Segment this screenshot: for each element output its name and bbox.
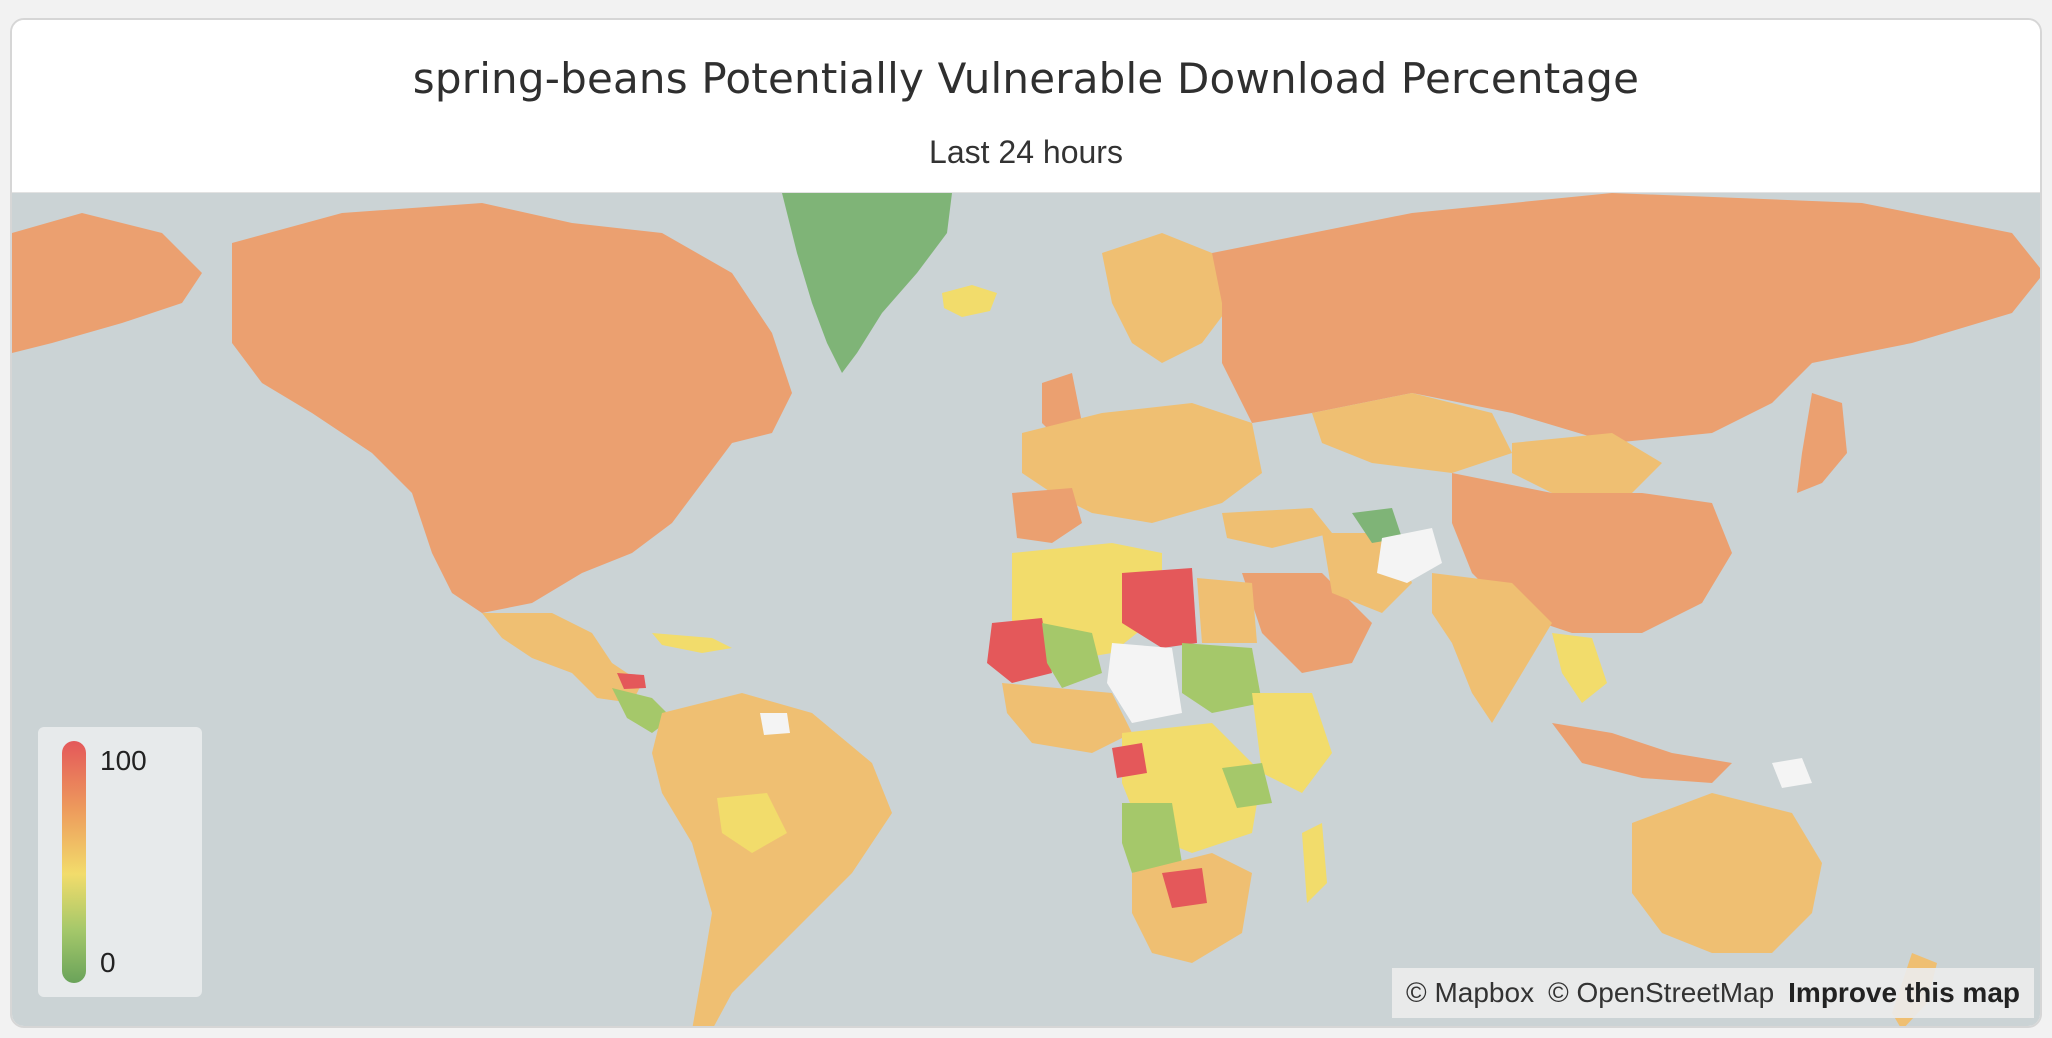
region-greenland[interactable]: [782, 193, 952, 373]
region-japan[interactable]: [1797, 393, 1847, 493]
region-iceland[interactable]: [942, 285, 997, 317]
panel-title: spring-beans Potentially Vulnerable Down…: [412, 54, 1640, 103]
region-east-africa[interactable]: [1252, 693, 1332, 793]
region-angola[interactable]: [1122, 803, 1182, 873]
region-iberia[interactable]: [1012, 488, 1082, 543]
map-attribution: © Mapbox © OpenStreetMap Improve this ma…: [1392, 968, 2034, 1018]
region-north-america[interactable]: [232, 203, 792, 613]
region-western-europe[interactable]: [1022, 403, 1262, 523]
region-egypt[interactable]: [1197, 578, 1257, 643]
region-botswana[interactable]: [1162, 868, 1207, 908]
color-scale-bar: [62, 741, 86, 983]
region-mexico[interactable]: [482, 613, 642, 703]
legend-min-label: 0: [100, 947, 116, 978]
region-alaska[interactable]: [12, 213, 202, 353]
region-libya[interactable]: [1122, 568, 1197, 648]
region-honduras[interactable]: [617, 673, 646, 689]
region-niger-chad[interactable]: [1107, 643, 1182, 723]
map-canvas[interactable]: [12, 193, 2042, 1028]
region-mauritania[interactable]: [987, 618, 1052, 683]
region-madagascar[interactable]: [1302, 823, 1327, 903]
region-tanzania[interactable]: [1222, 763, 1272, 808]
region-papua[interactable]: [1772, 758, 1812, 788]
region-french-guiana[interactable]: [760, 713, 790, 735]
region-southern-africa[interactable]: [1132, 853, 1252, 963]
panel-subtitle: Last 24 hours: [929, 134, 1123, 170]
region-arabia[interactable]: [1242, 573, 1372, 673]
region-west-africa[interactable]: [1002, 683, 1132, 753]
world-choropleth-map[interactable]: 100 0 © Mapbox © OpenStreetMap Improve t…: [12, 193, 2042, 1028]
region-central-america[interactable]: [612, 688, 672, 733]
region-scandinavia[interactable]: [1102, 233, 1232, 363]
legend-max-label: 100: [100, 745, 147, 776]
mapbox-attribution-link[interactable]: © Mapbox: [1406, 977, 1535, 1008]
improve-map-link[interactable]: Improve this map: [1788, 977, 2020, 1008]
map-panel: spring-beans Potentially Vulnerable Down…: [10, 18, 2042, 1028]
osm-attribution-link[interactable]: © OpenStreetMap: [1548, 977, 1775, 1008]
region-bolivia[interactable]: [717, 793, 787, 853]
region-australia[interactable]: [1632, 793, 1822, 953]
region-southeast-asia[interactable]: [1552, 633, 1607, 703]
region-russia[interactable]: [1212, 193, 2042, 443]
panel-header: spring-beans Potentially Vulnerable Down…: [12, 20, 2040, 193]
region-sudan[interactable]: [1182, 643, 1262, 713]
region-indonesia[interactable]: [1552, 723, 1732, 783]
region-caribbean[interactable]: [652, 633, 732, 653]
region-south-america[interactable]: [652, 693, 892, 1028]
region-india[interactable]: [1432, 573, 1552, 723]
color-scale-legend: 100 0: [38, 727, 202, 997]
region-afghanistan[interactable]: [1377, 528, 1442, 583]
region-turkey[interactable]: [1222, 508, 1332, 548]
region-kazakhstan[interactable]: [1312, 393, 1512, 473]
region-mali[interactable]: [1042, 623, 1102, 688]
region-gabon[interactable]: [1112, 743, 1147, 778]
region-turkmenistan[interactable]: [1352, 508, 1402, 543]
region-mongolia[interactable]: [1512, 433, 1662, 493]
